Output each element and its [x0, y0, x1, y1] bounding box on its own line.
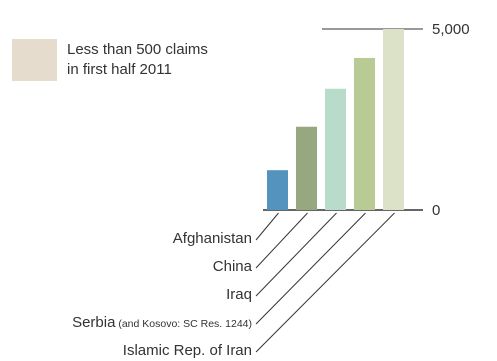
bar-4 — [383, 29, 404, 210]
y-tick-label-5000: 5,000 — [432, 21, 470, 38]
legend: Less than 500 claims in first half 2011 — [12, 39, 208, 81]
y-tick-label-0: 0 — [432, 202, 440, 219]
category-labels: Afghanistan China Iraq Serbia (and Kosovo: … — [72, 230, 253, 359]
bar-3 — [354, 57, 375, 211]
category-label-3: Serbia (and Kosovo: SC Res. 1244) — [72, 314, 252, 331]
category-label-0: Afghanistan — [173, 230, 252, 247]
bar-2 — [325, 88, 346, 210]
leader-lines — [255, 212, 395, 353]
leader-line-4 — [255, 212, 395, 353]
category-label-4: Islamic Rep. of Iran — [123, 342, 252, 359]
bars — [267, 29, 404, 211]
leader-line-1 — [255, 212, 308, 269]
leader-line-0 — [255, 212, 279, 241]
category-label-2: Iraq — [226, 286, 252, 303]
bar-1 — [296, 126, 317, 210]
leader-line-2 — [255, 212, 337, 297]
legend-line-1: Less than 500 claims — [67, 41, 208, 58]
legend-swatch — [12, 39, 57, 81]
category-label-1: China — [213, 258, 253, 275]
leader-line-3 — [255, 212, 366, 325]
bar-0 — [267, 170, 288, 210]
legend-line-2: in first half 2011 — [67, 61, 172, 78]
